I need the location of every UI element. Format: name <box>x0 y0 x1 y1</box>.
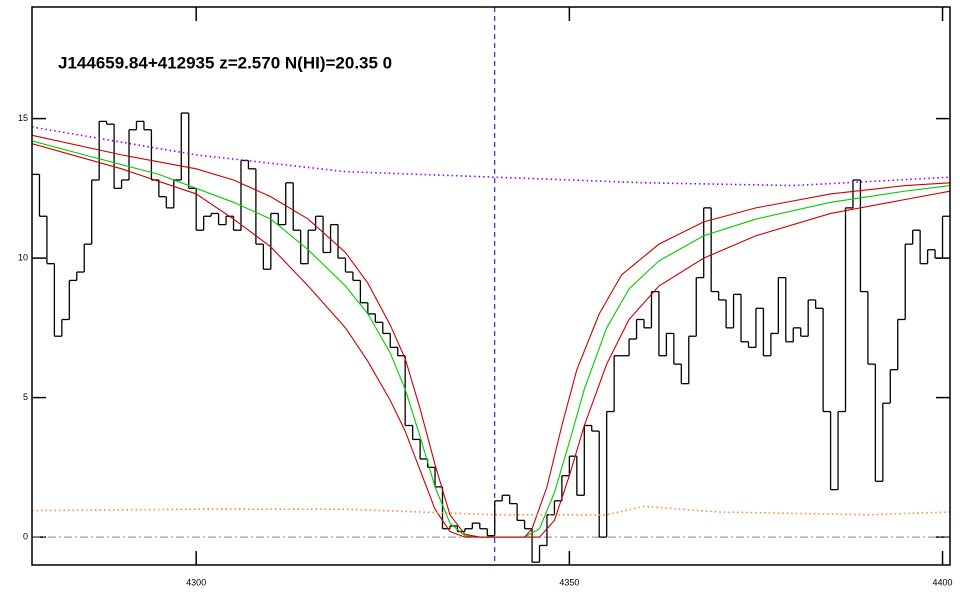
series-line <box>32 126 950 187</box>
y-tick-label: 15 <box>18 113 28 123</box>
chart-title: J144659.84+412935 z=2.570 N(HI)=20.35 0 <box>58 53 392 72</box>
series-line <box>32 134 950 538</box>
y-tick-label: 0 <box>23 531 28 541</box>
x-tick-label: 4400 <box>933 577 953 587</box>
series-line <box>32 143 950 538</box>
plot-frame <box>31 6 951 566</box>
y-tick-label: 5 <box>23 392 28 402</box>
x-tick-label: 4300 <box>186 577 206 587</box>
flux-steps <box>32 112 950 563</box>
y-tick-label: 10 <box>18 252 28 262</box>
x-tick-label: 4350 <box>559 577 579 587</box>
series-line <box>32 140 950 538</box>
flux-risers <box>38 113 944 563</box>
